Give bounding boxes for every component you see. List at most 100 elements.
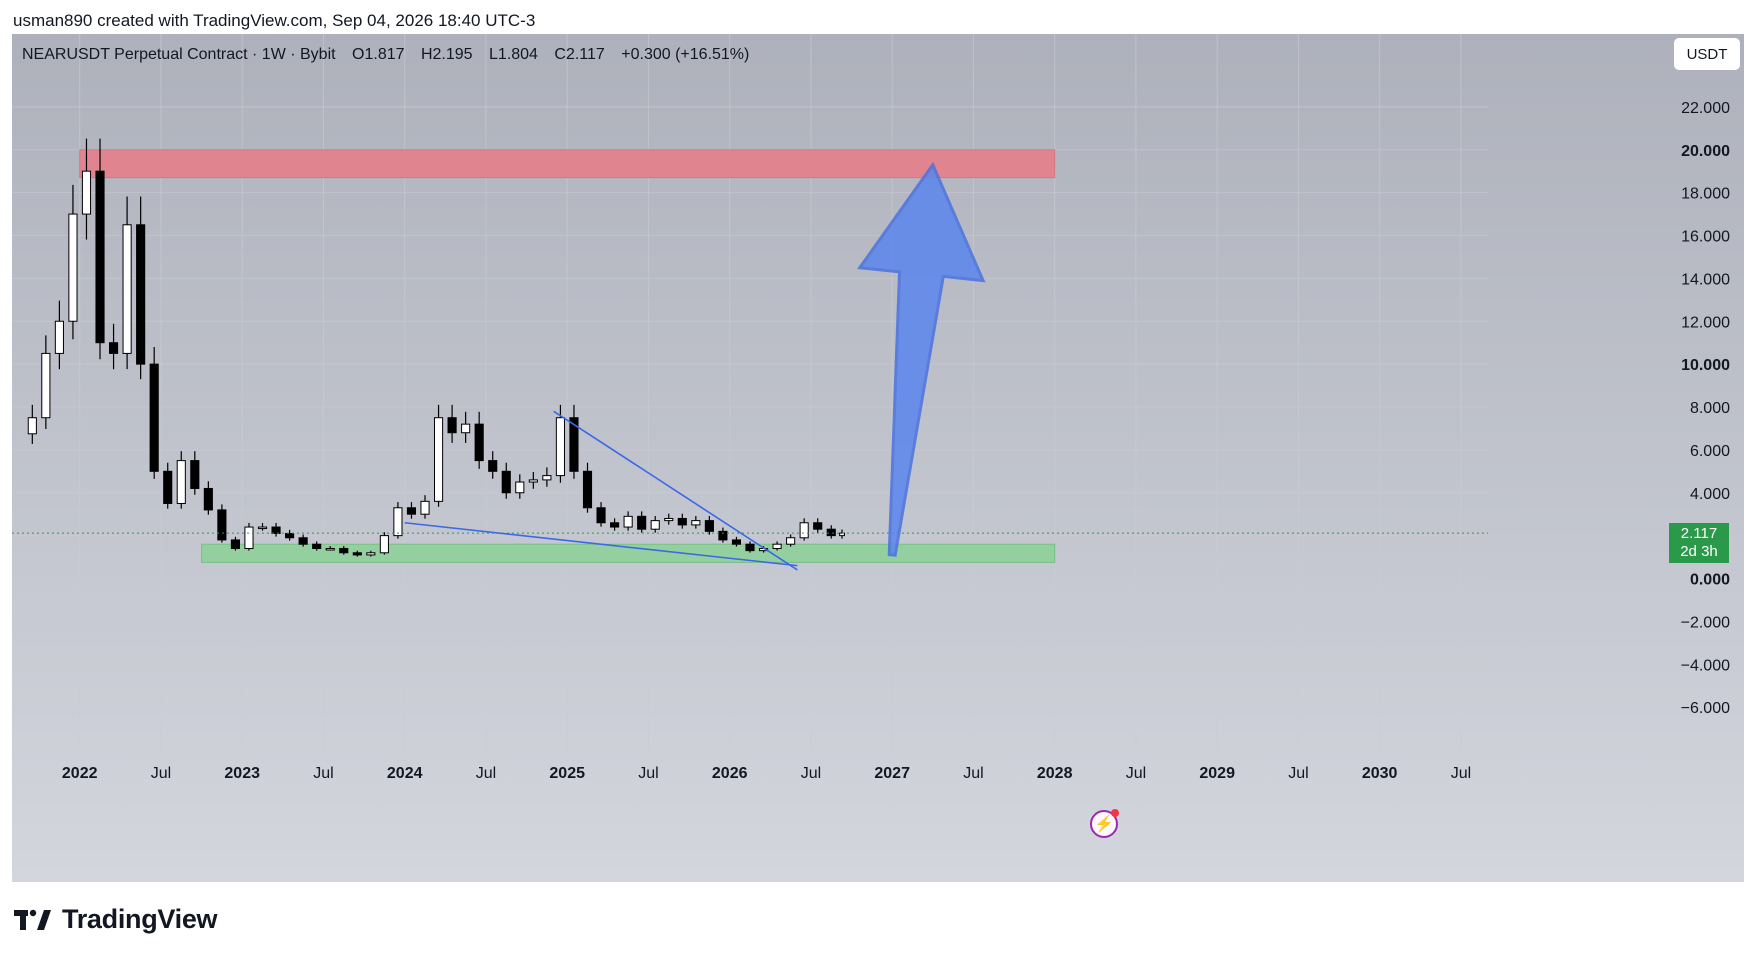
candle-body <box>406 507 417 515</box>
x-tick-label: 2022 <box>62 765 98 782</box>
notification-dot <box>1111 809 1119 817</box>
candle-body <box>217 509 227 541</box>
candle-body <box>623 515 633 528</box>
x-tick-label: Jul <box>313 765 333 782</box>
candle-body <box>799 522 809 539</box>
resistance-zone <box>79 149 1056 179</box>
candle-body <box>339 547 349 554</box>
x-tick-label: Jul <box>1451 765 1471 782</box>
y-tick-label: 10.000 <box>1681 357 1730 374</box>
candle-body <box>610 522 620 528</box>
candle-body <box>285 532 295 539</box>
candle-body <box>41 352 51 419</box>
candle-body <box>420 500 430 515</box>
candle-body <box>461 423 471 434</box>
candle-body <box>731 539 742 545</box>
trendline <box>553 410 798 571</box>
y-tick-label: 16.000 <box>1681 229 1730 246</box>
candle-body <box>136 224 146 365</box>
symbol-legend: NEARUSDT Perpetual Contract · 1W · Bybit… <box>22 46 761 64</box>
y-tick-label: −6.000 <box>1681 700 1730 717</box>
chart-area[interactable]: 22.000 20.000 18.000 16.000 14.000 12.000 10.0… <box>12 34 1744 882</box>
y-tick-label: 4.000 <box>1690 486 1730 503</box>
brand-name: TradingView <box>62 904 218 934</box>
x-tick-label: 2024 <box>387 765 423 782</box>
candle-body <box>447 417 457 434</box>
x-tick-label: 2027 <box>874 765 910 782</box>
ohlc-low: L1.804 <box>489 46 538 63</box>
ohlc-close: C2.117 <box>554 46 605 63</box>
x-tick-label: Jul <box>1288 765 1308 782</box>
last-price-badge: 2.117 2d 3h <box>1669 523 1729 564</box>
x-tick-label: 2030 <box>1362 765 1398 782</box>
candle-body <box>163 470 173 504</box>
x-tick-label: 2023 <box>224 765 260 782</box>
candle-body <box>664 517 674 522</box>
candle-body <box>271 526 281 534</box>
y-tick-label: 14.000 <box>1681 271 1730 288</box>
ohlc-open: O1.817 <box>352 46 405 63</box>
candle-body <box>786 537 796 545</box>
price-change: +0.300 (+16.51%) <box>621 46 750 63</box>
y-tick-label: 18.000 <box>1681 186 1730 203</box>
x-tick-label: Jul <box>476 765 496 782</box>
currency-unit-button[interactable]: USDT <box>1674 38 1740 70</box>
x-tick-label: 2028 <box>1037 765 1073 782</box>
price-chart[interactable]: 22.000 20.000 18.000 16.000 14.000 12.000 10.0… <box>12 34 1744 882</box>
lightning-icon[interactable]: ⚡ <box>1090 809 1119 838</box>
candle-body <box>501 470 511 494</box>
candle-body <box>488 460 498 472</box>
y-tick-label: 8.000 <box>1690 400 1730 417</box>
y-tick-label: 20.000 <box>1681 143 1730 160</box>
candle-body <box>569 417 579 472</box>
y-tick-label: 6.000 <box>1690 443 1730 460</box>
x-tick-label: 2029 <box>1199 765 1235 782</box>
candle-body <box>474 423 484 462</box>
candle-body <box>772 543 782 549</box>
y-tick-label: 22.000 <box>1681 100 1730 117</box>
candle-body <box>813 522 823 530</box>
flash-glyph: ⚡ <box>1094 816 1114 833</box>
candle-body <box>54 320 64 354</box>
last-price-value: 2.117 <box>1680 525 1718 543</box>
candle-body <box>677 517 687 526</box>
y-tick-label: −2.000 <box>1681 614 1730 631</box>
x-tick-label: Jul <box>151 765 171 782</box>
x-tick-label: 2026 <box>712 765 748 782</box>
x-tick-label: Jul <box>801 765 821 782</box>
y-tick-label: −4.000 <box>1681 657 1730 674</box>
y-tick-label: 0.000 <box>1690 572 1730 589</box>
candle-body <box>582 470 593 509</box>
candle-body <box>27 417 37 435</box>
y-tick-label: 12.000 <box>1681 314 1730 331</box>
candle-body <box>312 543 322 549</box>
x-tick-label: Jul <box>963 765 983 782</box>
tradingview-logo[interactable]: TradingView <box>14 904 218 935</box>
tv-logo-icon <box>14 908 52 932</box>
bar-countdown: 2d 3h <box>1680 543 1718 561</box>
candle-body <box>190 460 200 489</box>
candle-body <box>745 543 755 552</box>
candle-body <box>433 417 444 502</box>
candle-body <box>81 170 92 215</box>
x-tick-label: 2025 <box>549 765 585 782</box>
candle-body <box>704 520 714 532</box>
candle-body <box>352 552 362 556</box>
candle-body <box>230 539 240 549</box>
candle-body <box>108 342 119 354</box>
candle-body <box>257 526 268 530</box>
candle-body <box>203 487 213 511</box>
candle-body <box>596 507 606 524</box>
x-tick-label: Jul <box>1126 765 1146 782</box>
candle-body <box>528 479 538 483</box>
candle-body <box>555 417 565 477</box>
symbol-title[interactable]: NEARUSDT Perpetual Contract · 1W · Bybit <box>22 46 336 63</box>
candle-body <box>366 552 376 556</box>
support-zone <box>201 543 1056 563</box>
chart-attribution: usman890 created with TradingView.com, S… <box>13 11 536 30</box>
x-tick-label: Jul <box>638 765 658 782</box>
candle-body <box>298 537 308 545</box>
trendline <box>404 521 798 567</box>
candle-body <box>379 535 389 554</box>
projection-arrow <box>857 161 986 557</box>
